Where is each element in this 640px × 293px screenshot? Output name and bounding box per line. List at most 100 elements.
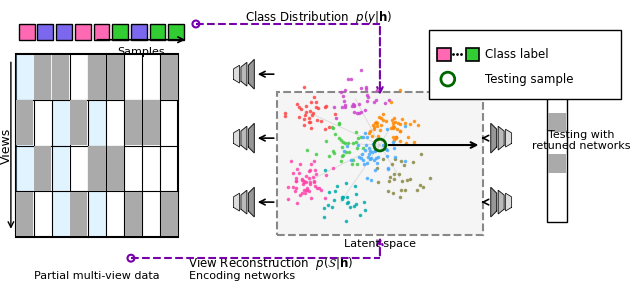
Point [358, 134, 369, 139]
Point [397, 117, 407, 121]
Point [320, 127, 330, 131]
Point [342, 77, 353, 82]
Point [369, 158, 380, 163]
Point [371, 156, 381, 161]
Point [291, 175, 301, 180]
Point [294, 104, 304, 109]
Point [327, 124, 337, 129]
Point [388, 125, 398, 130]
Point [304, 120, 314, 125]
Point [399, 163, 410, 167]
Point [376, 115, 386, 120]
Point [364, 130, 374, 135]
Point [305, 180, 316, 185]
FancyBboxPatch shape [16, 192, 33, 236]
Point [390, 134, 401, 139]
Point [367, 134, 377, 139]
Point [395, 138, 405, 143]
Point [388, 134, 398, 139]
Point [336, 89, 346, 94]
Text: Views: Views [0, 127, 12, 164]
Point [381, 119, 391, 124]
Point [294, 171, 304, 176]
Point [349, 103, 359, 108]
Point [382, 148, 392, 153]
Point [299, 188, 309, 192]
Point [380, 101, 390, 105]
Point [390, 157, 401, 162]
Point [397, 178, 407, 183]
Polygon shape [234, 193, 239, 211]
Point [358, 199, 369, 204]
Point [300, 179, 310, 184]
FancyBboxPatch shape [35, 146, 51, 190]
Point [360, 148, 370, 152]
Polygon shape [248, 59, 254, 89]
Point [327, 205, 337, 210]
Point [357, 146, 367, 150]
Point [416, 152, 426, 157]
Point [306, 195, 316, 200]
Text: Samples: Samples [117, 47, 164, 57]
FancyBboxPatch shape [75, 24, 91, 40]
Point [378, 112, 388, 116]
Point [310, 104, 321, 109]
Text: View Reconstruction  $p(\mathcal{S}|\mathbf{h})$: View Reconstruction $p(\mathcal{S}|\math… [188, 255, 353, 272]
Point [321, 139, 331, 144]
Point [367, 141, 378, 146]
Point [394, 172, 404, 177]
Point [328, 126, 339, 131]
Point [301, 180, 311, 184]
Point [396, 159, 406, 163]
Point [340, 105, 351, 109]
Point [299, 122, 309, 127]
Point [382, 127, 392, 131]
Point [330, 132, 340, 137]
Text: Testing sample: Testing sample [485, 73, 573, 86]
Point [371, 97, 381, 102]
Point [335, 159, 346, 163]
Point [362, 99, 372, 104]
Point [388, 115, 399, 120]
Point [339, 195, 349, 200]
Point [360, 107, 370, 112]
Point [351, 130, 361, 135]
Point [298, 190, 308, 195]
Point [321, 173, 331, 178]
Point [369, 127, 379, 131]
Point [369, 124, 379, 129]
Point [321, 104, 331, 109]
Point [378, 143, 388, 147]
FancyBboxPatch shape [168, 24, 184, 40]
FancyBboxPatch shape [19, 24, 35, 40]
Point [356, 86, 366, 91]
FancyBboxPatch shape [56, 24, 72, 40]
Point [328, 166, 338, 171]
Point [305, 126, 316, 131]
Point [413, 122, 423, 127]
Point [323, 203, 333, 208]
Point [353, 135, 363, 140]
Point [376, 122, 386, 127]
Point [288, 171, 298, 175]
Point [308, 110, 318, 115]
Point [370, 168, 380, 173]
Point [316, 188, 326, 192]
Point [366, 156, 376, 161]
Point [319, 215, 330, 219]
Point [388, 120, 398, 125]
Point [330, 188, 340, 193]
Polygon shape [234, 65, 239, 83]
Point [354, 110, 364, 115]
Point [370, 148, 380, 153]
Point [418, 184, 428, 189]
Point [349, 203, 359, 208]
FancyBboxPatch shape [106, 146, 124, 190]
Point [372, 121, 383, 126]
Point [401, 141, 412, 146]
Point [390, 135, 401, 140]
Point [391, 135, 401, 139]
Point [312, 118, 322, 123]
Point [332, 183, 342, 188]
FancyBboxPatch shape [16, 54, 178, 236]
